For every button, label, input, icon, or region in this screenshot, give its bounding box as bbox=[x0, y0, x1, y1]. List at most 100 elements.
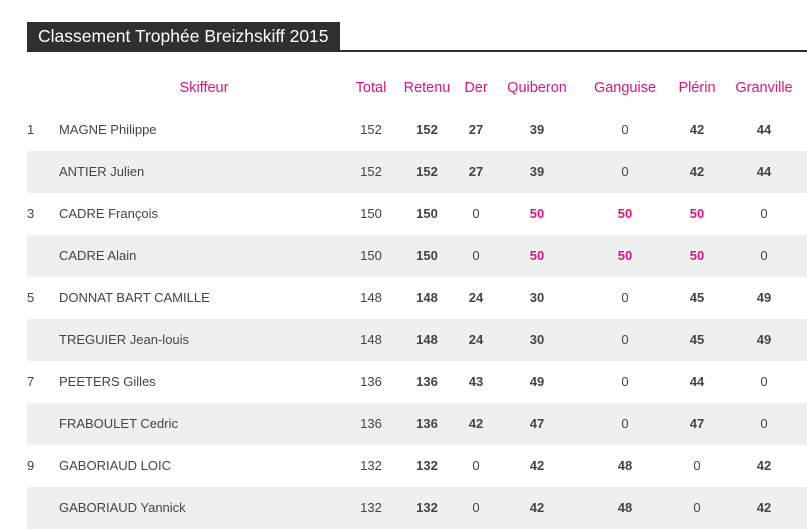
table-row: 3 CADRE François 150 150 0 50 50 50 0 bbox=[27, 193, 807, 235]
granville-cell: 0 bbox=[760, 374, 768, 389]
quiberon-cell: 47 bbox=[529, 416, 545, 431]
total-cell: 132 bbox=[360, 500, 382, 515]
granville-cell: 44 bbox=[756, 122, 772, 137]
ganguise-cell: 50 bbox=[617, 206, 633, 221]
table-row: ANTIER Julien 152 152 27 39 0 42 44 bbox=[27, 151, 807, 193]
header-total: Total bbox=[355, 80, 387, 96]
ganguise-cell: 48 bbox=[617, 500, 633, 515]
granville-cell: 0 bbox=[760, 248, 768, 263]
header-quiberon: Quiberon bbox=[507, 80, 567, 96]
granville-cell: 49 bbox=[756, 332, 772, 347]
total-cell: 132 bbox=[360, 458, 382, 473]
quiberon-cell: 42 bbox=[529, 458, 545, 473]
header-plerin: Plérin bbox=[678, 80, 716, 96]
quiberon-cell: 50 bbox=[529, 206, 545, 221]
header-der: Der bbox=[464, 80, 488, 96]
rank-cell bbox=[27, 319, 43, 361]
der-cell: 43 bbox=[468, 374, 484, 389]
quiberon-cell: 49 bbox=[529, 374, 545, 389]
granville-cell: 0 bbox=[760, 206, 768, 221]
total-cell: 150 bbox=[360, 248, 382, 263]
retenu-cell: 148 bbox=[416, 290, 438, 305]
quiberon-cell: 39 bbox=[529, 122, 545, 137]
ganguise-cell: 48 bbox=[617, 458, 633, 473]
skiffeur-name-cell: DONNAT BART CAMILLE bbox=[59, 290, 210, 305]
retenu-cell: 136 bbox=[416, 374, 438, 389]
plerin-cell: 0 bbox=[693, 458, 701, 473]
plerin-cell: 42 bbox=[689, 164, 705, 179]
der-cell: 42 bbox=[468, 416, 484, 431]
total-cell: 148 bbox=[360, 332, 382, 347]
plerin-cell: 0 bbox=[693, 500, 701, 515]
header-skiffeur: Skiffeur bbox=[179, 80, 229, 96]
table-row: 5 DONNAT BART CAMILLE 148 148 24 30 0 45… bbox=[27, 277, 807, 319]
page-title: Classement Trophée Breizhskiff 2015 bbox=[27, 22, 340, 50]
ganguise-cell: 0 bbox=[621, 164, 629, 179]
granville-cell: 49 bbox=[756, 290, 772, 305]
rank-cell: 7 bbox=[27, 374, 35, 389]
ganguise-cell: 0 bbox=[621, 374, 629, 389]
table-row: 1 MAGNE Philippe 152 152 27 39 0 42 44 bbox=[27, 109, 807, 151]
total-cell: 150 bbox=[360, 206, 382, 221]
table-row: 9 GABORIAUD LOIC 132 132 0 42 48 0 42 bbox=[27, 445, 807, 487]
skiffeur-name-cell: GABORIAUD LOIC bbox=[59, 458, 171, 473]
quiberon-cell: 30 bbox=[529, 332, 545, 347]
der-cell: 0 bbox=[472, 206, 480, 221]
header-ganguise: Ganguise bbox=[593, 80, 657, 96]
der-cell: 0 bbox=[472, 248, 480, 263]
ganguise-cell: 0 bbox=[621, 122, 629, 137]
rank-cell: 5 bbox=[27, 290, 35, 305]
quiberon-cell: 39 bbox=[529, 164, 545, 179]
table-row: CADRE Alain 150 150 0 50 50 50 0 bbox=[27, 235, 807, 277]
plerin-cell: 45 bbox=[689, 290, 705, 305]
skiffeur-name-cell: ANTIER Julien bbox=[59, 164, 145, 179]
table-row: 7 PEETERS Gilles 136 136 43 49 0 44 0 bbox=[27, 361, 807, 403]
quiberon-cell: 30 bbox=[529, 290, 545, 305]
plerin-cell: 50 bbox=[689, 248, 705, 263]
total-cell: 136 bbox=[360, 416, 382, 431]
der-cell: 24 bbox=[468, 332, 484, 347]
skiffeur-name-cell: MAGNE Philippe bbox=[59, 122, 157, 137]
header-retenu: Retenu bbox=[403, 80, 451, 96]
total-cell: 152 bbox=[360, 122, 382, 137]
ganguise-cell: 0 bbox=[621, 332, 629, 347]
table-header: Skiffeur Total Retenu Der Quiberon Gangu… bbox=[27, 67, 807, 109]
granville-cell: 44 bbox=[756, 164, 772, 179]
skiffeur-name-cell: CADRE François bbox=[59, 206, 158, 221]
der-cell: 27 bbox=[468, 122, 484, 137]
rank-cell bbox=[27, 403, 43, 445]
title-divider bbox=[27, 50, 807, 52]
retenu-cell: 136 bbox=[416, 416, 438, 431]
skiffeur-name-cell: CADRE Alain bbox=[59, 248, 137, 263]
plerin-cell: 47 bbox=[689, 416, 705, 431]
der-cell: 0 bbox=[472, 458, 480, 473]
rank-cell: 3 bbox=[27, 206, 35, 221]
table-row: TREGUIER Jean-louis 148 148 24 30 0 45 4… bbox=[27, 319, 807, 361]
rank-cell: 1 bbox=[27, 122, 35, 137]
ganguise-cell: 50 bbox=[617, 248, 633, 263]
rank-cell bbox=[27, 235, 43, 277]
ganguise-cell: 0 bbox=[621, 416, 629, 431]
plerin-cell: 45 bbox=[689, 332, 705, 347]
plerin-cell: 42 bbox=[689, 122, 705, 137]
ranking-table: 1 MAGNE Philippe 152 152 27 39 0 42 44 A… bbox=[27, 109, 807, 529]
quiberon-cell: 42 bbox=[529, 500, 545, 515]
retenu-cell: 148 bbox=[416, 332, 438, 347]
plerin-cell: 50 bbox=[689, 206, 705, 221]
total-cell: 152 bbox=[360, 164, 382, 179]
retenu-cell: 152 bbox=[416, 122, 438, 137]
quiberon-cell: 50 bbox=[529, 248, 545, 263]
retenu-cell: 150 bbox=[416, 206, 438, 221]
total-cell: 136 bbox=[360, 374, 382, 389]
table-row: FRABOULET Cedric 136 136 42 47 0 47 0 bbox=[27, 403, 807, 445]
rank-cell bbox=[27, 151, 43, 193]
table-row: GABORIAUD Yannick 132 132 0 42 48 0 42 bbox=[27, 487, 807, 529]
granville-cell: 42 bbox=[756, 500, 772, 515]
retenu-cell: 152 bbox=[416, 164, 438, 179]
skiffeur-name-cell: GABORIAUD Yannick bbox=[59, 500, 186, 515]
plerin-cell: 44 bbox=[689, 374, 705, 389]
retenu-cell: 132 bbox=[416, 500, 438, 515]
header-granville: Granville bbox=[735, 80, 793, 96]
skiffeur-name-cell: TREGUIER Jean-louis bbox=[59, 332, 190, 347]
retenu-cell: 150 bbox=[416, 248, 438, 263]
